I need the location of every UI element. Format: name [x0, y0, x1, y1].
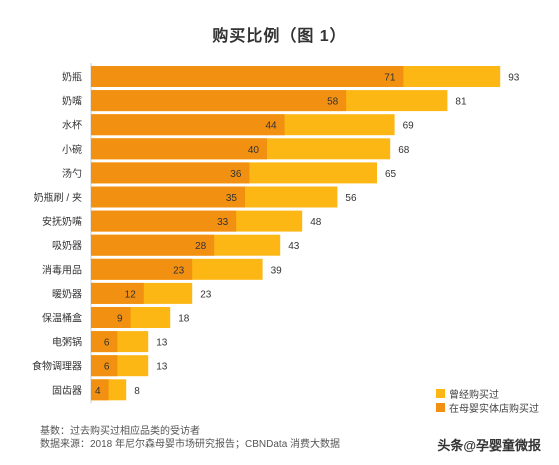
category-label-cat-8: 消毒用品: [42, 263, 82, 276]
legend-item-ever: 曾经购买过: [436, 386, 539, 401]
bar-store-cat-12: [91, 355, 118, 377]
category-label-cat-12: 食物调理器: [32, 360, 82, 373]
value-label-store-cat-10: 9: [117, 314, 123, 325]
bar-store-cat-2: [91, 114, 285, 136]
value-label-store-cat-6: 33: [217, 217, 229, 228]
legend-label-ever: 曾经购买过: [449, 389, 499, 401]
legend-swatch-ever: [436, 388, 445, 398]
category-label-cat-2: 水杯: [62, 119, 82, 132]
bar-store-cat-8: [91, 258, 193, 280]
value-label-ever-cat-11: 13: [156, 338, 168, 349]
value-label-store-cat-13: 4: [95, 386, 101, 397]
value-label-store-cat-2: 44: [265, 121, 277, 132]
bar-store-cat-4: [91, 162, 250, 184]
category-label-cat-0: 奶瓶: [62, 71, 82, 84]
chart-title: 购买比例（图 1）: [212, 28, 347, 45]
value-label-store-cat-1: 58: [327, 97, 339, 108]
category-label-cat-1: 奶嘴: [62, 96, 82, 108]
value-label-ever-cat-5: 56: [345, 193, 357, 204]
category-label-cat-13: 固齿器: [52, 385, 82, 397]
bar-store-cat-11: [91, 331, 118, 353]
bar-store-cat-5: [91, 186, 245, 208]
bar-store-cat-3: [91, 138, 267, 160]
value-label-ever-cat-13: 8: [134, 386, 140, 397]
value-label-store-cat-4: 36: [230, 169, 242, 180]
bar-store-cat-10: [91, 307, 131, 328]
category-label-cat-7: 吸奶器: [52, 240, 82, 252]
value-label-store-cat-11: 6: [104, 338, 110, 349]
value-label-ever-cat-3: 68: [398, 145, 410, 156]
value-label-ever-cat-8: 39: [271, 265, 283, 276]
category-label-cat-3: 小碗: [62, 143, 82, 156]
value-label-ever-cat-4: 65: [385, 169, 397, 180]
category-label-cat-5: 奶瓶刷 / 夹: [34, 191, 82, 204]
value-label-ever-cat-0: 93: [508, 73, 520, 84]
value-label-ever-cat-7: 43: [288, 241, 300, 252]
value-label-store-cat-7: 28: [195, 241, 207, 252]
bar-store-cat-1: [91, 90, 347, 112]
value-label-store-cat-0: 71: [384, 73, 396, 84]
value-label-store-cat-12: 6: [104, 362, 110, 373]
footnotes: 基数：过去购买过相应品类的受访者 数据来源：2018 年尼尔森母婴市场研究报告；…: [40, 425, 340, 451]
category-label-cat-11: 电粥锅: [52, 336, 82, 349]
category-label-cat-6: 安抚奶嘴: [42, 215, 82, 228]
value-label-store-cat-3: 40: [248, 145, 260, 156]
value-label-store-cat-8: 23: [173, 265, 185, 276]
value-label-store-cat-9: 12: [125, 289, 137, 300]
value-label-ever-cat-1: 81: [455, 97, 467, 108]
bar-store-cat-9: [91, 282, 144, 304]
category-label-cat-9: 暖奶器: [52, 287, 82, 300]
legend-label-store: 在母婴实体店购买过: [449, 403, 539, 415]
footnote-base: 基数：过去购买过相应品类的受访者: [40, 426, 200, 437]
bar-store-cat-13: [91, 379, 109, 401]
legend-item-store: 在母婴实体店购买过: [436, 400, 539, 415]
bar-store-cat-0: [91, 66, 404, 87]
bar-store-cat-7: [91, 234, 215, 256]
value-label-store-cat-5: 35: [226, 193, 238, 204]
value-label-ever-cat-10: 18: [178, 314, 190, 325]
chart-legend: 曾经购买过 在母婴实体店购买过: [436, 386, 539, 415]
category-label-cat-10: 保温桶盒: [42, 312, 82, 325]
watermark: 头条@孕婴童微报: [437, 438, 541, 453]
legend-swatch-store: [436, 402, 445, 412]
value-label-ever-cat-12: 13: [156, 362, 168, 373]
value-label-ever-cat-9: 23: [200, 289, 212, 300]
value-label-ever-cat-6: 48: [310, 217, 322, 228]
category-label-cat-4: 汤勺: [62, 167, 82, 180]
footnote-source: 数据来源：2018 年尼尔森母婴市场研究报告；CBNData 消费大数据: [40, 439, 341, 450]
bar-store-cat-6: [91, 210, 237, 232]
value-label-ever-cat-2: 69: [403, 121, 415, 132]
